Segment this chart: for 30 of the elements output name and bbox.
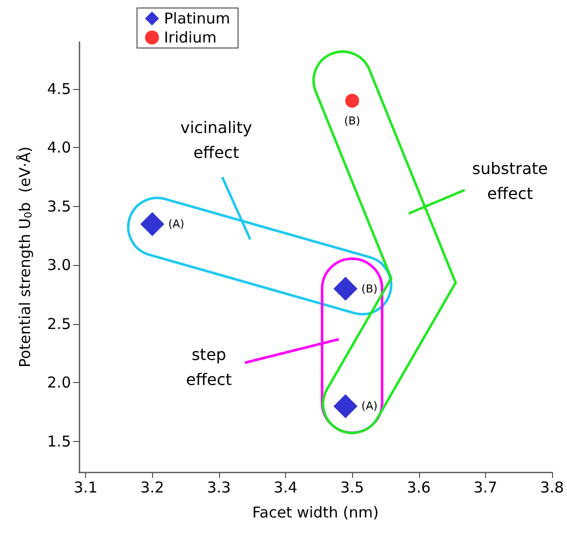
annotation: (B) bbox=[344, 114, 360, 128]
annotation: substrate effect bbox=[472, 158, 548, 205]
y-tick-label: 3.5 bbox=[47, 197, 71, 216]
y-axis-title: Potential strength U0b (eV·Å) bbox=[16, 146, 34, 368]
x-axis-title: Facet width (nm) bbox=[252, 504, 379, 522]
x-tick-label: 3.3 bbox=[206, 478, 231, 496]
y-tick-label: 2.0 bbox=[47, 374, 71, 392]
x-tick-label: 3.2 bbox=[140, 478, 164, 496]
x-tick-label: 3.1 bbox=[74, 478, 98, 496]
annotation: step effect bbox=[186, 344, 232, 392]
annotation: (B) bbox=[361, 282, 378, 296]
point bbox=[345, 94, 360, 108]
annotation: (A) bbox=[168, 218, 184, 231]
x-tick-label: 3.8 bbox=[540, 478, 564, 496]
point bbox=[333, 276, 358, 301]
y-tick-label: 2.5 bbox=[47, 314, 71, 333]
y-tick-label: 4.5 bbox=[47, 80, 71, 98]
y-tick-label: 3.0 bbox=[47, 256, 71, 274]
x-tick-label: 3.6 bbox=[406, 478, 431, 496]
point bbox=[140, 212, 164, 236]
legend-label: Iridium bbox=[164, 28, 217, 46]
y-tick-label: 1.5 bbox=[47, 432, 71, 450]
x-tick-label: 3.5 bbox=[340, 478, 364, 496]
legend-label: Platinum bbox=[164, 10, 230, 28]
x-tick-label: 3.7 bbox=[473, 478, 498, 496]
annotation: (A) bbox=[361, 400, 378, 413]
x-tick-label: 3.4 bbox=[274, 478, 298, 496]
annotation: vicinality effect bbox=[180, 116, 252, 164]
point bbox=[333, 394, 358, 418]
y-tick-label: 4.0 bbox=[47, 138, 71, 157]
